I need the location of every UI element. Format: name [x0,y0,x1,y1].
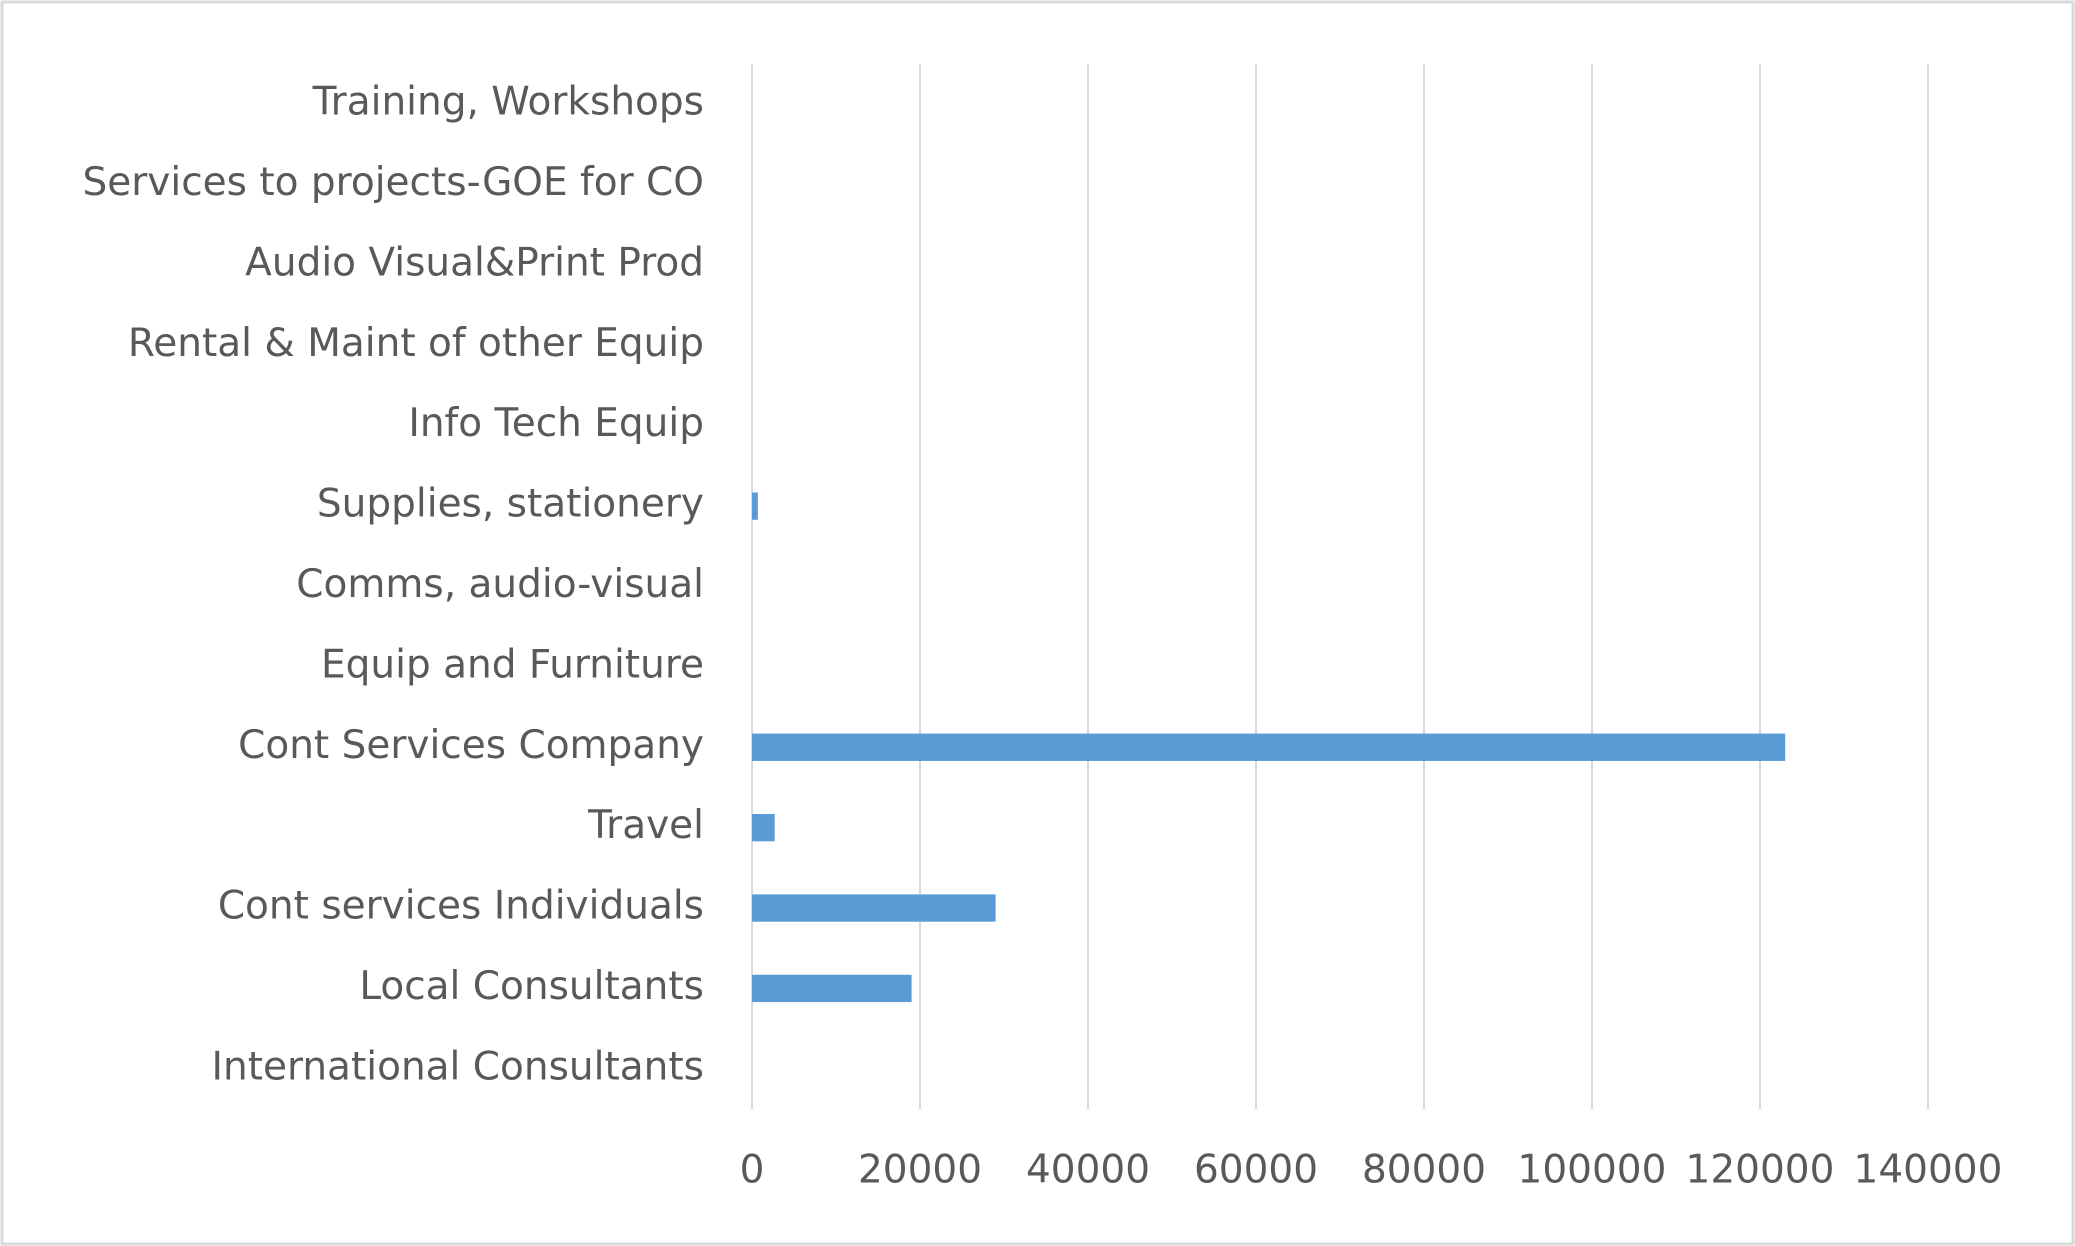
y-tick-label: Info Tech Equip [408,401,704,446]
y-tick-label: Supplies, stationery [317,482,704,527]
y-tick-label: Training, Workshops [312,80,704,125]
y-tick-label: Equip and Furniture [321,642,704,687]
bar [752,813,775,842]
y-tick-label: Comms, audio-visual [296,562,704,607]
x-tick-label: 20000 [858,1148,982,1193]
y-tick-label: Services to projects-GOE for CO [83,160,705,205]
y-tick-label: Rental & Maint of other Equip [128,321,704,366]
y-tick-label: Travel [587,803,704,848]
x-tick-label: 40000 [1026,1148,1150,1193]
x-tick-label: 100000 [1518,1148,1667,1193]
x-tick-label: 80000 [1362,1148,1486,1193]
y-tick-label: Cont services Individuals [218,884,704,929]
x-tick-label: 0 [740,1148,765,1193]
x-tick-label: 60000 [1194,1148,1318,1193]
y-tick-label: Cont Services Company [238,723,704,768]
x-tick-label: 120000 [1686,1148,1835,1193]
bar [752,492,758,520]
bar [752,894,996,922]
y-tick-label: Local Consultants [359,964,704,1009]
bar [752,733,1786,761]
y-tick-label: Audio Visual&Print Prod [245,240,704,285]
bar [752,974,912,1003]
x-tick-label: 140000 [1854,1148,2003,1193]
y-tick-label: International Consultants [211,1044,704,1089]
